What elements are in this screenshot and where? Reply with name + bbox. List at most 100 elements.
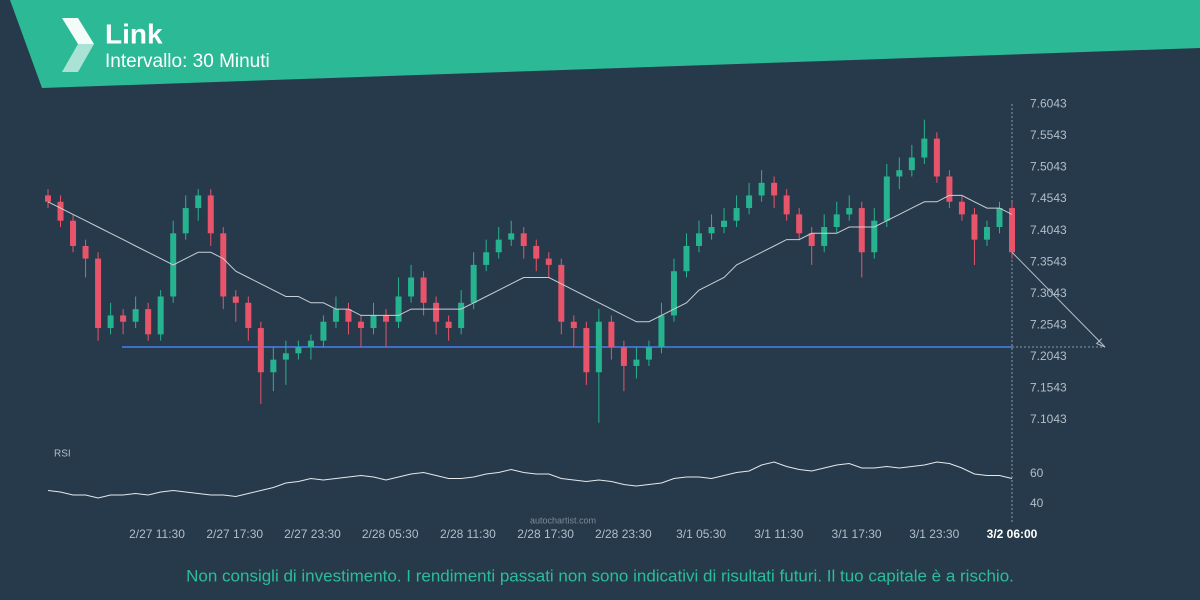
candle-body xyxy=(896,170,903,177)
candle-body xyxy=(458,302,465,329)
forecast-arrow xyxy=(1011,251,1106,348)
candle-body xyxy=(908,157,915,171)
x-tick-label: 2/28 11:30 xyxy=(440,527,496,541)
candle-body xyxy=(395,296,402,322)
x-tick-label: 2/28 05:30 xyxy=(362,527,419,541)
candle-body xyxy=(508,233,515,240)
x-tick-label: 3/1 11:30 xyxy=(754,527,803,541)
subtitle: Intervallo: 30 Minuti xyxy=(105,51,270,72)
y-tick-label: 7.6043 xyxy=(1030,96,1067,110)
y-tick-label: 7.3543 xyxy=(1030,254,1067,268)
candle-body xyxy=(495,239,502,253)
candle-body xyxy=(257,328,264,373)
candle-body xyxy=(345,309,352,322)
x-tick-label: 3/1 05:30 xyxy=(676,527,726,541)
candle-body xyxy=(145,309,152,335)
x-tick-label: 2/28 17:30 xyxy=(517,527,574,541)
candle-body xyxy=(871,220,878,253)
y-tick-label: 7.5043 xyxy=(1030,160,1067,174)
candle-body xyxy=(771,182,778,196)
candle-body xyxy=(433,302,440,322)
candle-body xyxy=(570,321,577,329)
candle-body xyxy=(107,315,114,329)
y-tick-label: 7.5543 xyxy=(1030,128,1067,142)
title: Link xyxy=(105,18,163,49)
candle-body xyxy=(545,258,552,265)
candle-body xyxy=(207,195,214,234)
candle-body xyxy=(921,138,928,158)
candle-body xyxy=(132,309,139,322)
candle-body xyxy=(307,340,314,347)
candle-body xyxy=(608,321,615,347)
candle-body xyxy=(470,264,477,303)
moving-average xyxy=(47,194,1013,323)
candle-body xyxy=(595,321,602,373)
candle-body xyxy=(295,346,302,354)
candle-body xyxy=(57,201,64,221)
candle-body xyxy=(383,315,390,322)
candle-body xyxy=(270,359,277,373)
candle-body xyxy=(758,182,765,196)
y-tick-label: 7.2043 xyxy=(1030,349,1067,363)
candle-body xyxy=(971,214,978,240)
x-tick-label: 2/27 17:30 xyxy=(206,527,263,541)
candle-body xyxy=(633,359,640,366)
candle-body xyxy=(833,214,840,228)
candle-body xyxy=(983,227,990,240)
arrow-head xyxy=(1095,338,1106,348)
rsi-tick-label: 40 xyxy=(1030,496,1044,510)
candle-body xyxy=(883,176,890,221)
candle-body xyxy=(408,277,415,297)
candle-body xyxy=(120,315,127,322)
candle-body xyxy=(658,315,665,347)
x-tick-label: 3/1 17:30 xyxy=(832,527,882,541)
plot: 7.6043 7.5543 7.5043 7.4543 7.4043 7.3543 7.30… xyxy=(45,96,1106,541)
candle-body xyxy=(282,353,289,360)
y-tick-label: 7.1543 xyxy=(1030,381,1067,395)
candle-body xyxy=(70,220,77,246)
candle-body xyxy=(332,309,339,322)
candle-body xyxy=(533,245,540,259)
candle-body xyxy=(357,321,364,329)
header-banner xyxy=(10,0,1200,88)
candle-body xyxy=(195,195,202,209)
candle-body xyxy=(746,195,753,209)
x-tick-label: 2/28 23:30 xyxy=(595,527,652,541)
candle-body xyxy=(858,208,865,253)
y-tick-label: 7.3043 xyxy=(1030,286,1067,300)
candle-body xyxy=(808,233,815,246)
candle-body xyxy=(445,321,452,329)
candle-body xyxy=(696,233,703,246)
candle-body xyxy=(483,252,490,265)
candle-body xyxy=(232,296,239,303)
candle-body xyxy=(182,208,189,234)
candle-body xyxy=(558,264,565,322)
rsi-tick-label: 60 xyxy=(1030,466,1044,480)
logo xyxy=(62,18,94,72)
candle-body xyxy=(620,346,627,366)
y-tick-label: 7.2543 xyxy=(1030,318,1067,332)
rsi-label: RSI xyxy=(54,449,71,460)
candle-body xyxy=(1009,208,1015,253)
candle-body xyxy=(95,258,102,329)
y-tick-label: 7.4043 xyxy=(1030,223,1067,237)
x-tick-label: 3/2 06:00 xyxy=(987,527,1038,541)
candle-body xyxy=(821,227,828,246)
candle-body xyxy=(733,208,740,221)
candle-body xyxy=(783,195,790,215)
candle-body xyxy=(157,296,164,335)
candle-body xyxy=(45,195,51,202)
x-tick-label: 2/27 11:30 xyxy=(129,527,185,541)
candle-body xyxy=(520,233,527,246)
candle-body xyxy=(420,277,427,303)
candle-body xyxy=(708,227,715,234)
candle-body xyxy=(82,245,89,259)
disclaimer: Non consigli di investimento. I rendimen… xyxy=(186,566,1014,585)
watermark: autochartist.com xyxy=(530,515,596,525)
candle-body xyxy=(721,220,728,228)
rsi-line xyxy=(47,461,1013,499)
candle-body xyxy=(796,214,803,234)
